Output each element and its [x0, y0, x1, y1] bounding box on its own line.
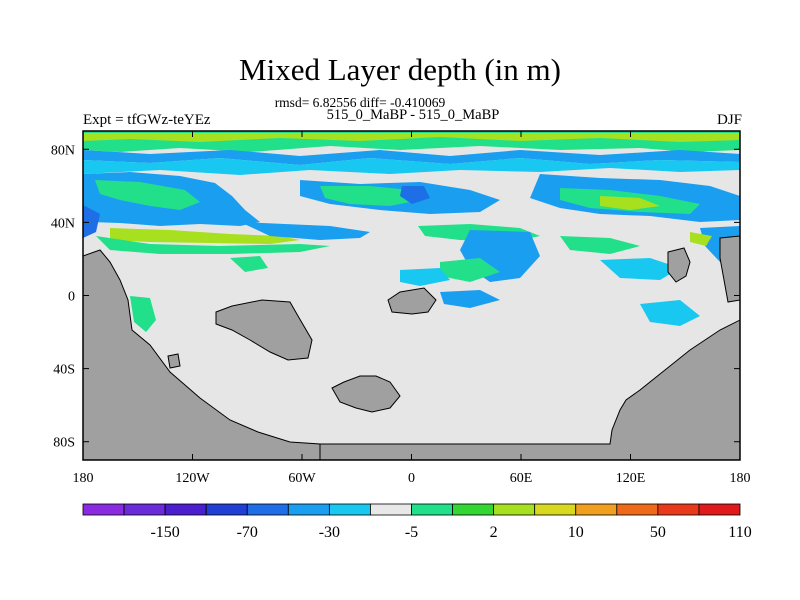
land-island-3 [331, 375, 401, 413]
map-field [83, 131, 740, 460]
tropical-green-2 [130, 296, 156, 332]
x-tick-label: 0 [408, 471, 415, 486]
atlantic-green [320, 186, 420, 206]
colorbar-swatch [328, 503, 371, 516]
x-tick-label: 120W [175, 471, 210, 486]
colorbar: -150 -70 -30 -5 2 10 50 110 [82, 503, 752, 541]
x-tick-label: 60E [510, 471, 533, 486]
x-tick-label: 180 [73, 471, 94, 486]
arctic-blue-band [83, 150, 740, 165]
pacific-blue-strip [240, 222, 370, 240]
colorbar-swatch [534, 503, 577, 516]
x-tick-label: 120E [616, 471, 646, 486]
colorbar-label: -30 [319, 524, 340, 541]
colorbar-swatch [452, 503, 495, 516]
colorbar-label: 2 [490, 524, 498, 541]
y-tick-label: 80S [53, 436, 75, 451]
season-label: DJF [716, 112, 742, 128]
colorbar-swatch [246, 503, 289, 516]
eastern-yellow [600, 196, 660, 210]
east-coast-yellow [690, 232, 712, 246]
colorbar-swatch [411, 503, 453, 516]
colorbar-label: -150 [150, 524, 179, 541]
north-pacific-green [95, 180, 200, 210]
colorbar-swatch [575, 503, 618, 516]
y-tick-label: 0 [68, 290, 75, 305]
x-tick-label: 60W [288, 471, 316, 486]
land-island-1 [215, 299, 313, 361]
chart-title: Mixed Layer depth (in m) [239, 52, 561, 87]
colorbar-swatch [164, 503, 207, 516]
colorbar-label: 110 [728, 524, 751, 541]
colorbar-label: -70 [237, 524, 258, 541]
tropical-green-1 [230, 256, 268, 272]
kuroshio-yellow [110, 228, 300, 244]
kuroshio-green [96, 236, 330, 254]
atlantic-deep-blue [400, 186, 430, 204]
colorbar-swatch [205, 503, 248, 516]
land-east-strip [719, 235, 740, 303]
x-tick-label: 180 [730, 471, 751, 486]
tropical-cyan-1 [400, 268, 450, 286]
chart-subtitle: 515_0_MaBP - 515_0_MaBP [326, 107, 500, 123]
atlantic-mid-green [440, 258, 500, 282]
colorbar-swatch [287, 503, 330, 516]
colorbar-swatch [82, 503, 125, 516]
experiment-label: Expt = tfGWz-teYEz [83, 112, 211, 128]
colorbar-swatch [698, 503, 741, 516]
y-tick-label: 80N [51, 143, 75, 158]
land-island-2 [387, 287, 437, 315]
arctic-cyan-band [83, 158, 740, 175]
colorbar-swatch [657, 503, 700, 516]
land-south-continent [319, 319, 740, 460]
land-island-5 [167, 353, 181, 369]
colorbar-swatch [123, 503, 166, 516]
y-tick-label: 40S [53, 363, 75, 378]
north-pacific-deep-blue [83, 205, 100, 238]
colorbar-swatch [616, 503, 659, 516]
eastern-lower-green [560, 236, 640, 254]
y-tick-label: 40N [51, 216, 75, 231]
eastern-cyan [600, 258, 680, 280]
stats-line: rmsd= 6.82556 diff= -0.410069 [274, 95, 446, 110]
land-island-4 [667, 247, 691, 283]
tropical-cyan-3 [640, 300, 700, 326]
colorbar-label: 10 [568, 524, 584, 541]
axis-ticks: 180 120W 60W 0 60E 120E 180 80N 40N 0 40S 80S [51, 131, 751, 486]
colorbar-swatch [493, 503, 536, 516]
arctic-yellow-band [83, 133, 740, 142]
colorbar-label: -5 [405, 524, 418, 541]
tropical-blue-2 [440, 290, 500, 308]
colorbar-label: 50 [650, 524, 666, 541]
colorbar-swatch [370, 503, 412, 516]
